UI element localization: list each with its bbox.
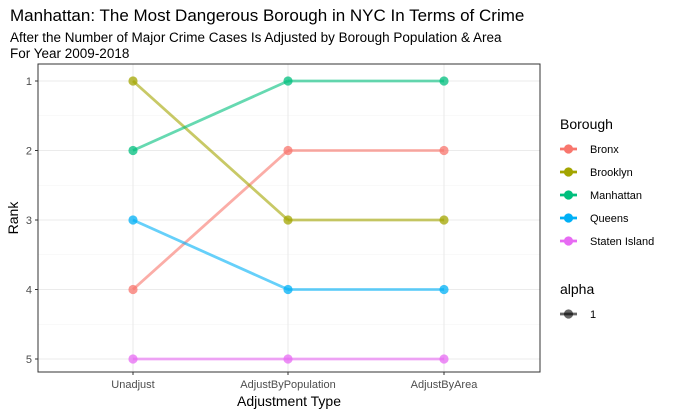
chart-subtitle: After the Number of Major Crime Cases Is… xyxy=(10,30,502,62)
legend-label-queens: Queens xyxy=(590,213,629,225)
alpha-legend-key-point xyxy=(563,309,574,319)
alpha-legend-title: alpha xyxy=(560,281,594,297)
legend-key-point-queens xyxy=(563,213,574,223)
legend-key-point-brooklyn xyxy=(563,167,574,177)
series-line-bronx xyxy=(132,149,289,291)
legend-label-manhattan: Manhattan xyxy=(590,190,642,202)
data-point-brooklyn xyxy=(283,215,293,225)
x-axis-title: Adjustment Type xyxy=(237,393,341,409)
data-point-staten-island xyxy=(439,354,449,364)
data-point-queens xyxy=(283,284,293,295)
chart-title: Manhattan: The Most Dangerous Borough in… xyxy=(10,6,525,25)
data-point-staten-island xyxy=(283,354,293,364)
alpha-legend-label: 1 xyxy=(590,309,596,321)
data-point-queens xyxy=(439,284,449,295)
data-point-manhattan xyxy=(283,76,293,86)
chart-subtitle-line-2: For Year 2009-2018 xyxy=(10,46,130,61)
legend-key-point-bronx xyxy=(563,144,574,154)
data-point-manhattan xyxy=(439,76,449,86)
legend-title: Borough xyxy=(560,116,613,132)
x-tick-label: Unadjust xyxy=(111,379,154,391)
data-point-manhattan xyxy=(128,145,138,156)
y-tick-label: 1 xyxy=(26,76,32,88)
data-point-staten-island xyxy=(128,354,138,364)
data-point-bronx xyxy=(439,145,449,156)
legend-key-point-staten-island xyxy=(563,236,574,246)
y-tick-label: 2 xyxy=(26,146,32,158)
legend-label-bronx: Bronx xyxy=(590,144,619,156)
data-point-bronx xyxy=(283,145,293,156)
data-point-brooklyn xyxy=(439,215,449,225)
y-tick-label: 3 xyxy=(26,215,32,227)
x-tick-label: AdjustByArea xyxy=(411,379,479,391)
data-point-brooklyn xyxy=(128,76,138,86)
data-point-bronx xyxy=(128,284,138,295)
data-point-queens xyxy=(128,215,138,225)
x-tick-label: AdjustByPopulation xyxy=(240,379,335,391)
y-tick-label: 5 xyxy=(26,354,32,366)
panel-border xyxy=(37,63,541,373)
legend-key-point-manhattan xyxy=(563,190,574,200)
legend-label-brooklyn: Brooklyn xyxy=(590,167,633,179)
series-line-brooklyn xyxy=(132,79,289,222)
legend-label-staten-island: Staten Island xyxy=(590,236,654,248)
series-line-queens xyxy=(132,218,289,291)
series-line-manhattan xyxy=(132,79,289,152)
y-axis-title: Rank xyxy=(5,201,21,235)
chart-subtitle-line-1: After the Number of Major Crime Cases Is… xyxy=(10,30,502,45)
y-tick-label: 4 xyxy=(26,285,32,297)
